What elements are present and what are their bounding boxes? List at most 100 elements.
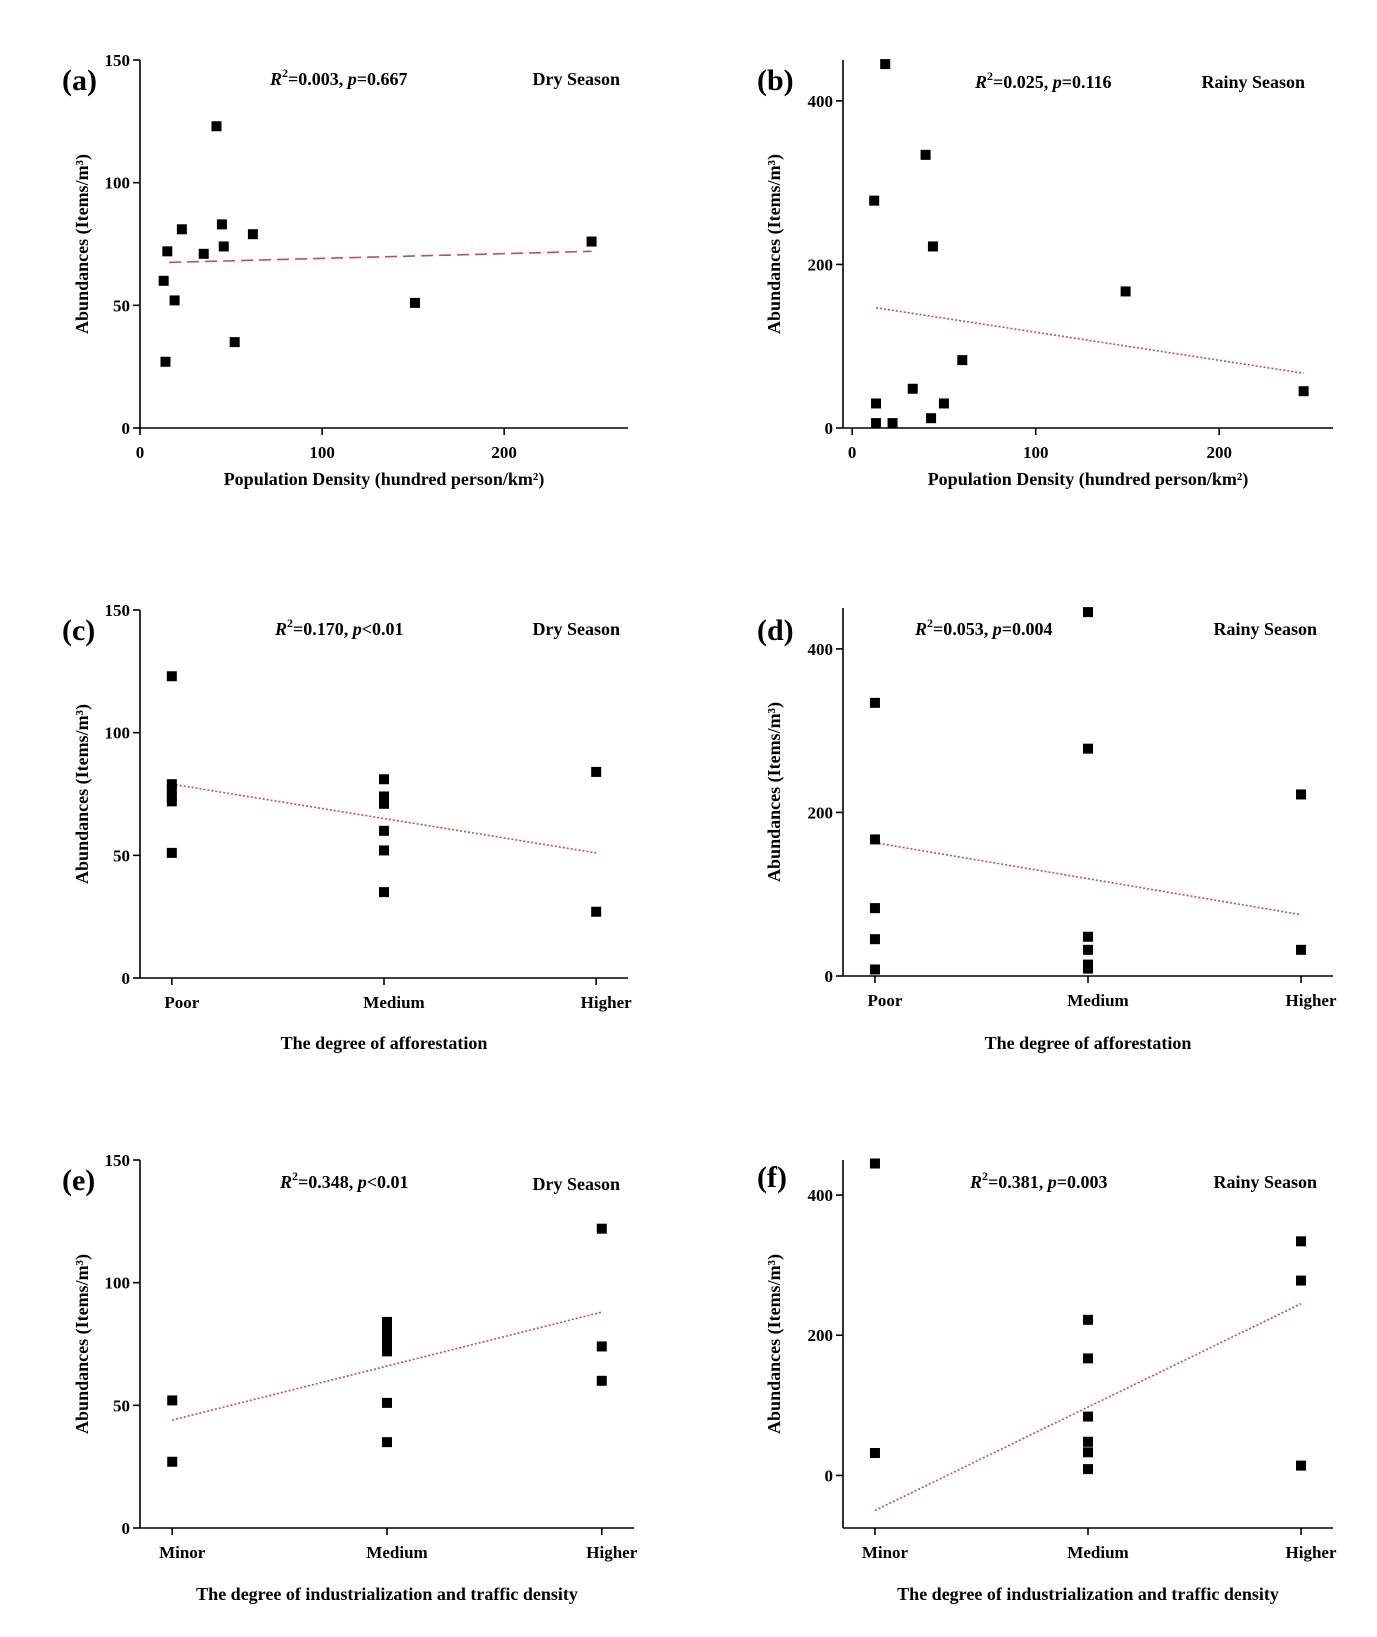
x-axis-title: The degree of afforestation: [985, 1033, 1192, 1053]
data-point: [167, 1395, 178, 1406]
trend-line: [874, 1302, 1302, 1512]
data-point: [1083, 1436, 1093, 1447]
season-label: Dry Season: [532, 1174, 620, 1194]
data-point: [907, 383, 918, 394]
data-point: [869, 195, 880, 206]
stat-annotation: R2=0.348, p<0.01: [279, 1169, 409, 1192]
data-point: [1296, 1236, 1307, 1247]
data-point: [166, 784, 177, 795]
data-point: [586, 236, 597, 247]
chart-panel-1: 0 200 400 0 100 200 (b) R2=0.025, p=0.116 Rainy …: [757, 59, 1333, 490]
data-point: [869, 1158, 880, 1169]
chart-panel-5: 0 200 400 Minor Medium Higher (f) R2=0.381, p=0…: [757, 1158, 1337, 1604]
trend-line: [172, 1311, 602, 1421]
data-point: [1083, 1314, 1093, 1325]
y-tick-label: 0: [122, 969, 131, 988]
data-point: [1083, 743, 1093, 754]
data-point: [379, 774, 389, 785]
data-point: [167, 1456, 178, 1467]
data-point: [1296, 944, 1307, 955]
data-point: [382, 1334, 392, 1345]
x-tick-label: Minor: [159, 1543, 206, 1562]
season-label: Rainy Season: [1213, 619, 1317, 639]
chart-panel-0: 0 50 100 150 0 100 200 (a) R2=0.003, p=0.667 Dry …: [62, 51, 628, 490]
data-point: [926, 413, 937, 424]
data-point: [1083, 944, 1093, 955]
y-tick-label: 0: [825, 419, 834, 438]
data-point: [176, 224, 187, 235]
data-point: [887, 418, 898, 429]
data-point: [166, 796, 177, 807]
data-point: [379, 791, 389, 802]
data-point: [869, 697, 880, 708]
trend-line: [169, 250, 592, 264]
chart-panel-4: 0 50 100 150 Minor Medium Higher (e) R2=0.348, p…: [62, 1151, 638, 1604]
data-point: [382, 1346, 392, 1357]
stat-annotation: R2=0.053, p=0.004: [914, 616, 1053, 639]
x-tick-label: 100: [1023, 443, 1049, 462]
stat-annotation: R2=0.381, p=0.003: [969, 1169, 1108, 1192]
data-point: [938, 398, 949, 409]
y-tick-label: 200: [808, 255, 834, 274]
y-axis-title: Abundances (Items/m³): [764, 154, 785, 334]
stat-annotation: R2=0.025, p=0.116: [974, 69, 1112, 92]
data-point: [1083, 931, 1093, 942]
data-point: [869, 903, 880, 914]
y-axis-title: Abundances (Items/m³): [72, 154, 93, 334]
x-tick-label: 200: [1206, 443, 1232, 462]
data-point: [218, 241, 229, 252]
data-point: [591, 906, 602, 917]
x-tick-label: Medium: [1067, 991, 1128, 1010]
y-axis-title: Abundances (Items/m³): [764, 702, 785, 882]
data-point: [871, 418, 882, 429]
y-tick-label: 150: [105, 1151, 131, 1170]
data-point: [162, 246, 173, 257]
x-tick-label: Medium: [366, 1543, 427, 1562]
data-point: [379, 825, 389, 836]
x-tick-label: 100: [309, 443, 335, 462]
season-label: Rainy Season: [1201, 72, 1305, 92]
data-point: [596, 1341, 607, 1352]
y-tick-label: 200: [808, 1326, 834, 1345]
x-tick-label: 0: [848, 443, 857, 462]
data-point: [1298, 386, 1309, 397]
x-axis-title: Population Density (hundred person/km²): [928, 469, 1249, 490]
x-tick-label: Minor: [862, 1543, 909, 1562]
panel-label: (b): [757, 64, 794, 97]
y-tick-label: 0: [122, 1519, 131, 1538]
data-point: [596, 1375, 607, 1386]
x-tick-label: Poor: [867, 991, 902, 1010]
data-point: [1296, 1275, 1307, 1286]
x-tick-label: Medium: [363, 993, 424, 1012]
panel-label: (e): [62, 1164, 95, 1197]
data-point: [409, 297, 420, 308]
data-point: [1083, 1353, 1093, 1364]
y-tick-label: 400: [808, 92, 834, 111]
panel-label: (d): [757, 614, 794, 647]
x-tick-label: Higher: [586, 1543, 637, 1562]
y-tick-label: 50: [113, 296, 130, 315]
y-tick-label: 200: [808, 803, 834, 822]
y-tick-label: 100: [105, 1274, 131, 1293]
data-point: [211, 121, 222, 132]
data-point: [382, 1437, 392, 1448]
data-point: [871, 398, 882, 409]
data-point: [1083, 963, 1093, 974]
data-point: [160, 356, 171, 367]
y-tick-label: 400: [808, 640, 834, 659]
stat-annotation: R2=0.003, p=0.667: [269, 66, 408, 89]
x-axis-title: The degree of industrialization and traf…: [196, 1584, 578, 1604]
y-tick-label: 150: [105, 51, 131, 70]
y-axis-title: Abundances (Items/m³): [72, 704, 93, 884]
season-label: Dry Season: [532, 619, 620, 639]
data-point: [1120, 286, 1131, 297]
x-tick-label: Higher: [1286, 1543, 1337, 1562]
y-tick-label: 50: [113, 1396, 130, 1415]
y-tick-label: 150: [105, 601, 131, 620]
stat-annotation: R2=0.170, p<0.01: [274, 616, 404, 639]
data-point: [920, 149, 931, 160]
data-point: [869, 964, 880, 975]
x-axis-title: The degree of afforestation: [281, 1033, 488, 1053]
chart-panel-2: 0 50 100 150 Poor Medium Higher (c) R2=0.170, p<…: [62, 601, 632, 1053]
data-point: [158, 275, 169, 286]
